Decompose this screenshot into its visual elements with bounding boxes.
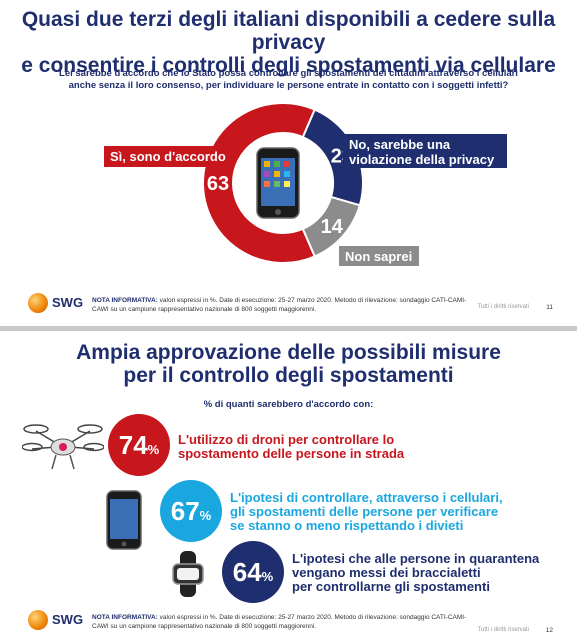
measure-3-percent: %: [261, 569, 274, 584]
footnote: NOTA INFORMATIVA: valori espressi in %. …: [92, 613, 467, 631]
bracelet-icon: [172, 551, 204, 597]
measures-subtitle: % di quanti sarebbero d'accordo con:: [203, 399, 374, 410]
smartphone-icon: [106, 490, 142, 550]
legend-label-no: No, sarebbe una violazione della privacy: [343, 134, 507, 168]
footnote-label: NOTA INFORMATIVA:: [92, 297, 158, 304]
title-line-1: Ampia approvazione delle possibili misur…: [76, 341, 501, 364]
measure-3-line-2: vengano messi dei braccialetti: [292, 565, 481, 580]
measure-3-text: L'ipotesi che alle persone in quarantena…: [292, 552, 539, 594]
measure-1-value: 74%: [108, 414, 170, 476]
measure-3-line-1: L'ipotesi che alle persone in quarantena: [292, 551, 540, 566]
question-line-2: anche senza il loro consenso, per indivi…: [68, 80, 509, 91]
measure-3-value: 64%: [222, 541, 284, 603]
footnote-line-1: valori espressi in %. Date di esecuzione…: [159, 297, 467, 304]
legend-no-line-2: violazione della privacy: [349, 152, 495, 167]
measure-1-line-2: spostamento delle persone in strada: [178, 446, 405, 461]
donut-slice-1: [202, 102, 317, 264]
donut-value-label-3: 14: [321, 216, 344, 238]
title-line-1: Quasi due terzi degli italiani disponibi…: [21, 8, 556, 54]
measure-2-number: 67: [170, 496, 200, 526]
title-line-2: per il controllo degli spostamenti: [123, 364, 454, 387]
question-line-1: Lei sarebbe d'accordo che lo Stato possa…: [59, 68, 518, 79]
swg-logo-icon: [28, 293, 48, 313]
measure-1-percent: %: [147, 442, 160, 457]
smartphone-icon: [256, 147, 300, 219]
measure-3-line-3: per controllarne gli spostamenti: [292, 579, 490, 594]
measure-1-number: 74: [118, 430, 148, 460]
rights-text: Tutti i diritti riservati: [477, 627, 529, 633]
measure-2-line-2: gli spostamenti delle persone per verifi…: [230, 504, 499, 519]
footnote-line-2: CAWI su un campione rappresentativo nazi…: [92, 306, 317, 313]
drone-icon: [22, 424, 104, 470]
swg-logo-text: SWG: [52, 612, 84, 627]
footnote-label: NOTA INFORMATIVA:: [92, 614, 158, 621]
measure-2-line-3: se stanno o meno rispettando i divieti: [230, 518, 464, 533]
swg-logo-icon: [28, 610, 48, 630]
page-number: 12: [545, 627, 553, 634]
donut-value-label-1: 63: [207, 173, 229, 195]
rights-text: Tutti i diritti riservati: [477, 304, 529, 310]
legend-no-line-1: No, sarebbe una: [349, 137, 451, 152]
measure-2-percent: %: [199, 508, 212, 523]
swg-logo-text: SWG: [52, 295, 84, 310]
slide-title: Ampia approvazione delle possibili misur…: [0, 341, 577, 387]
swg-logo: SWG: [28, 609, 84, 631]
page-number: 11: [546, 304, 553, 311]
footnote-line-1: valori espressi in %. Date di esecuzione…: [159, 614, 467, 621]
legend-label-dk: Non saprei: [339, 246, 419, 266]
footnote-line-2: CAWI su un campione rappresentativo nazi…: [92, 623, 317, 630]
measure-2-line-1: L'ipotesi di controllare, attraverso i c…: [230, 490, 503, 505]
survey-question: Lei sarebbe d'accordo che lo Stato possa…: [30, 68, 547, 92]
slide-title: Quasi due terzi degli italiani disponibi…: [0, 8, 577, 77]
footnote: NOTA INFORMATIVA: valori espressi in %. …: [92, 296, 467, 314]
measure-3-number: 64: [232, 557, 262, 587]
measure-2-text: L'ipotesi di controllare, attraverso i c…: [230, 491, 503, 533]
legend-label-yes: Sì, sono d'accordo: [104, 146, 234, 167]
donut-slice-3: [301, 195, 362, 258]
swg-logo: SWG: [28, 292, 84, 314]
slide-12: Ampia approvazione delle possibili misur…: [0, 331, 577, 640]
measure-1-line-1: L'utilizzo di droni per controllare lo: [178, 432, 395, 447]
title-line-2: e consentire i controlli degli spostamen…: [21, 54, 556, 77]
slide-11: Quasi due terzi degli italiani disponibi…: [0, 0, 577, 326]
measure-2-value: 67%: [160, 480, 222, 542]
measure-1-text: L'utilizzo di droni per controllare lo s…: [178, 433, 404, 461]
